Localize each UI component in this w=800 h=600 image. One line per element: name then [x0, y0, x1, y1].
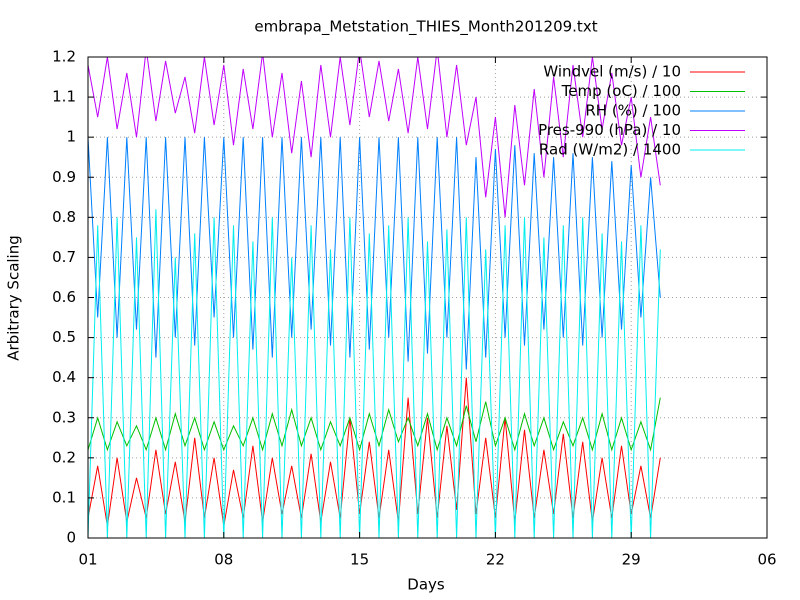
- series-line: [88, 57, 661, 218]
- y-tick-label: 1.2: [52, 48, 76, 66]
- y-axis-label: Arbitrary Scaling: [5, 235, 23, 361]
- chart-title: embrapa_Metstation_THIES_Month201209.txt: [254, 18, 597, 37]
- y-tick-label: 1.1: [52, 88, 76, 106]
- y-tick-label: 0.6: [52, 288, 76, 306]
- x-tick-label: 06: [757, 551, 776, 569]
- y-tick-label: 0.3: [52, 408, 76, 426]
- y-tick-label: 0.9: [52, 168, 76, 186]
- legend-label: Windvel (m/s) / 10: [543, 63, 681, 81]
- y-tick-label: 0.7: [52, 248, 76, 266]
- x-axis-label: Days: [407, 576, 445, 594]
- x-tick-label: 22: [486, 551, 505, 569]
- x-tick-label: 08: [214, 551, 233, 569]
- y-tick-label: 0.1: [52, 488, 76, 506]
- legend-label: Pres-990 (hPa) / 10: [538, 121, 681, 139]
- series-line: [88, 137, 661, 370]
- y-tick-label: 0.4: [52, 368, 76, 386]
- legend-label: Temp (oC) / 100: [561, 82, 681, 100]
- legend-label: Rad (W/m2) / 1400: [539, 141, 681, 159]
- legend-label: RH (%) / 100: [585, 102, 681, 120]
- y-tick-label: 0.2: [52, 448, 76, 466]
- y-tick-label: 1: [66, 128, 76, 146]
- x-tick-label: 01: [78, 551, 97, 569]
- series-line: [88, 397, 661, 452]
- x-tick-label: 15: [350, 551, 369, 569]
- y-tick-label: 0.8: [52, 208, 76, 226]
- series-line: [88, 209, 661, 538]
- series-line: [88, 377, 661, 527]
- plot-area: [88, 57, 661, 538]
- x-tick-label: 29: [622, 551, 641, 569]
- y-tick-label: 0: [66, 529, 76, 547]
- y-tick-label: 0.5: [52, 328, 76, 346]
